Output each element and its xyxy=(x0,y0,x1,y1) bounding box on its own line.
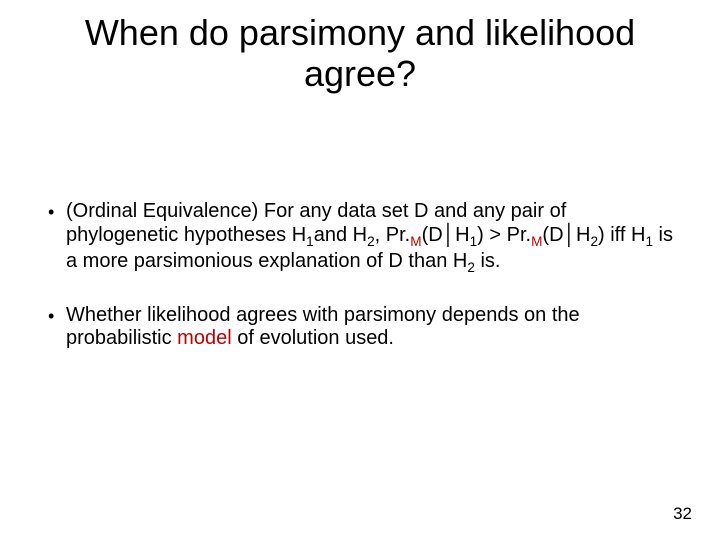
b2-model: model xyxy=(177,327,231,349)
b1-mid6: ) iff H xyxy=(598,224,645,246)
bullet-1-text: (Ordinal Equivalence) For any data set D… xyxy=(66,200,680,276)
subscript-5: 1 xyxy=(645,234,653,249)
subscript-6: 2 xyxy=(467,260,475,275)
subscript-4: 2 xyxy=(590,234,598,249)
slide: When do parsimony and likelihood agree? … xyxy=(0,0,720,540)
bullet-marker: • xyxy=(48,304,66,327)
subscript-2: 2 xyxy=(367,234,375,249)
b1-end: is. xyxy=(475,250,501,272)
b1-mid4: ) > Pr. xyxy=(477,224,531,246)
subscript-m-2: M xyxy=(531,234,542,249)
subscript-1: 1 xyxy=(306,234,314,249)
bullet-marker: • xyxy=(48,200,66,223)
b1-mid1: and H xyxy=(314,224,367,246)
subscript-m-1: M xyxy=(410,234,421,249)
slide-title: When do parsimony and likelihood agree? xyxy=(0,12,720,95)
slide-body: • (Ordinal Equivalence) For any data set… xyxy=(48,200,680,379)
bullet-1: • (Ordinal Equivalence) For any data set… xyxy=(48,200,680,276)
b1-mid3: (D│H xyxy=(422,224,470,246)
b1-mid5: (D│H xyxy=(542,224,590,246)
bullet-2-text: Whether likelihood agrees with parsimony… xyxy=(66,304,680,351)
b2-post: of evolution used. xyxy=(232,327,394,349)
b1-mid2: , Pr. xyxy=(375,224,411,246)
bullet-2: • Whether likelihood agrees with parsimo… xyxy=(48,304,680,351)
page-number: 32 xyxy=(673,504,692,524)
